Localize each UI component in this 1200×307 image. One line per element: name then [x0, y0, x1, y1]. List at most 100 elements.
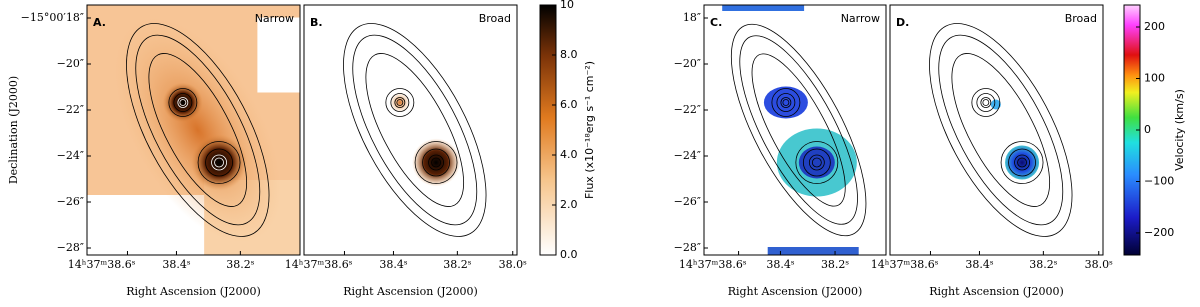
contour: [365, 53, 465, 207]
colorbar-tick-label: 4.0: [560, 148, 578, 161]
x-axis-label: Right Ascension (J2000): [126, 285, 261, 298]
panel-letter: C.: [710, 16, 722, 29]
panel: A. Narrow −15°00′18″ −20″ −22″ −24″ −26″ −28″ 14…: [7, 4, 301, 298]
colorbar-tick-label: 6.0: [560, 98, 578, 111]
y-tick-label: −28″: [674, 241, 701, 254]
colorbar-tick-label: −200: [1144, 226, 1174, 239]
background: [304, 5, 517, 255]
contours: [343, 23, 487, 237]
contour: [1008, 148, 1036, 177]
y-tick-label: −24″: [674, 149, 701, 162]
contour: [938, 34, 1064, 226]
background: [890, 5, 1103, 255]
contour: [414, 141, 458, 184]
panel-letter: A.: [93, 16, 106, 29]
x-tick-label: 38.0ˢ: [1085, 258, 1113, 271]
panel-title: Broad: [479, 12, 511, 25]
x-axis-label: Right Ascension (J2000): [343, 285, 478, 298]
velocity: [722, 5, 805, 11]
x-tick-label: 38.2ˢ: [226, 258, 254, 271]
x-tick-label: 14ʰ37ᵐ38.6ˢ: [68, 258, 136, 271]
emission: [114, 17, 282, 243]
contour: [205, 148, 233, 177]
contour: [396, 99, 404, 106]
y-tick-label: −22″: [674, 103, 701, 116]
y-tick-label: 18″: [683, 11, 701, 24]
background: [704, 5, 886, 255]
contour: [1017, 157, 1027, 168]
x-tick-label: 38.4ˢ: [766, 258, 794, 271]
image: [890, 5, 1103, 255]
contour: [428, 154, 444, 171]
contour: [776, 93, 796, 112]
contour: [982, 99, 990, 106]
contour: [1014, 154, 1030, 171]
knot: [389, 92, 410, 113]
colorbar-tick-label: 2.0: [560, 198, 578, 211]
x-tick-label: 38.2ˢ: [821, 258, 849, 271]
image: [704, 5, 886, 255]
x-tick-label: 38.2ˢ: [1029, 258, 1057, 271]
contour: [390, 93, 410, 112]
panel-letter: B.: [310, 16, 323, 29]
panel: B. Broad 14ʰ37ᵐ38.6ˢ 38.4ˢ 38.2ˢ 38.0ˢ Right A…: [285, 4, 527, 298]
contour: [197, 141, 241, 184]
x-tick-label: 38.4ˢ: [379, 258, 407, 271]
frame: [86, 4, 301, 256]
contour: [168, 88, 198, 117]
panel: D. Broad 14ʰ37ᵐ38.6ˢ 38.4ˢ 38.2ˢ 38.0ˢ Right A…: [871, 4, 1113, 298]
contour: [929, 23, 1073, 237]
velocity: [767, 247, 859, 255]
contour: [135, 34, 261, 226]
contour: [177, 97, 189, 108]
colorbar-tick-label: 200: [1144, 20, 1165, 33]
colorbar: 0.0 2.0 4.0 6.0 8.0 10 Flux (x10⁻¹⁸erg s⁻¹ cm⁻…: [539, 0, 596, 261]
y-tick-label: −20″: [674, 57, 701, 70]
x-tick-label: 38.4ˢ: [965, 258, 993, 271]
panel-title: Narrow: [841, 12, 880, 25]
panel: C. Narrow 18″ −20″ −22″ −24″ −26″ −28″ 14ʰ37ᵐ38.…: [674, 4, 887, 298]
colorbar-tick-label: 0.0: [560, 248, 578, 261]
contour: [802, 148, 831, 177]
x-axis-label: Right Ascension (J2000): [929, 285, 1064, 298]
colorbar-tick-label: 8.0: [560, 48, 578, 61]
y-tick-label: −26″: [57, 195, 84, 208]
contour: [980, 97, 992, 108]
contours: [126, 23, 270, 237]
frame: [703, 4, 887, 256]
contour: [214, 157, 224, 168]
contour: [126, 23, 270, 237]
panel-title: Broad: [1065, 12, 1097, 25]
contour: [771, 88, 801, 117]
panel-letter: D.: [896, 16, 909, 29]
contour: [422, 148, 450, 177]
contour: [179, 99, 187, 106]
frame: [303, 4, 518, 256]
contour: [730, 23, 867, 237]
contour: [1000, 141, 1044, 184]
contour: [780, 97, 792, 108]
colorbar-label: Flux (x10⁻¹⁸erg s⁻¹ cm⁻²): [583, 61, 596, 199]
x-tick-label: 14ʰ37ᵐ38.6ˢ: [871, 258, 939, 271]
panel-title: Narrow: [255, 12, 294, 25]
contour: [431, 157, 441, 168]
contour: [352, 34, 478, 226]
contour: [343, 23, 487, 237]
velocity: [1005, 145, 1040, 180]
blank: [257, 17, 300, 93]
contour: [795, 141, 839, 184]
velocity: [798, 146, 835, 179]
y-tick-label: −20″: [57, 57, 84, 70]
knot: [412, 138, 461, 187]
contour: [811, 157, 822, 168]
image: [87, 5, 300, 255]
y-tick-label: −28″: [57, 241, 84, 254]
colorbar: −200 −100 0 100 200 Velocity (km/s): [1123, 4, 1186, 256]
contour: [951, 53, 1051, 207]
contour: [148, 53, 248, 207]
colorbar-tick-label: 0: [1144, 123, 1151, 136]
colorbar-tick-label: 100: [1144, 72, 1165, 85]
knot: [191, 134, 248, 191]
colorbar-tick-label: 10: [560, 0, 574, 11]
contours: [929, 23, 1073, 237]
